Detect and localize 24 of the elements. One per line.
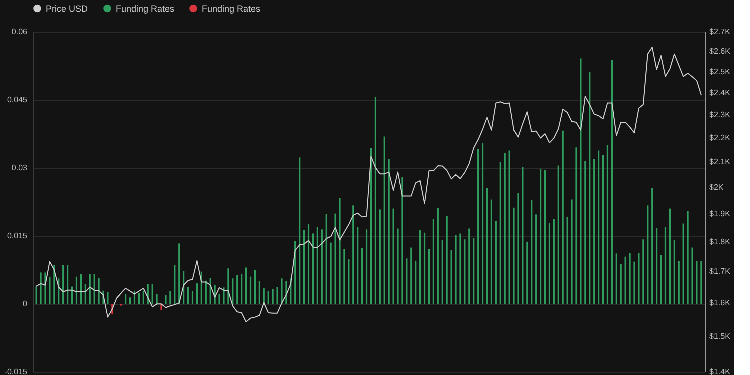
line-series: [36, 47, 702, 322]
y2-tick-label: $2.3K: [710, 110, 732, 120]
y-tick-label: 0: [23, 300, 28, 308]
y-tick-label: 0.015: [7, 232, 28, 240]
y2-tick-label: $2.5K: [710, 67, 732, 76]
y-tick-label: 0.06: [12, 28, 28, 36]
y2-tick-label: $1.8K: [710, 237, 732, 246]
y-tick-label: 0.03: [12, 164, 28, 172]
y2-tick-label: $1.6K: [710, 298, 732, 308]
y-tick-label: -0.015: [4, 368, 28, 375]
y2-tick-label: $1.9K: [710, 209, 732, 218]
legend-label: Funding Rates: [116, 4, 176, 14]
y2-tick-label: $1.5K: [710, 332, 732, 341]
y2-tick-label: $2.4K: [710, 88, 732, 98]
y2-tick-label: $2K: [710, 182, 724, 192]
legend-label: Funding Rates: [202, 4, 262, 14]
y2-tick-label: $2.7K: [710, 28, 732, 36]
y-tick-label: 0.045: [7, 96, 28, 104]
y2-tick-label: $1.7K: [710, 266, 732, 276]
y2-tick-label: $1.4K: [710, 368, 732, 375]
y2-tick-label: $2.2K: [710, 134, 732, 143]
y2-tick-label: $2.1K: [710, 158, 732, 167]
legend-label: Price USD: [46, 4, 89, 14]
y2-tick-label: $2.6K: [710, 47, 732, 56]
